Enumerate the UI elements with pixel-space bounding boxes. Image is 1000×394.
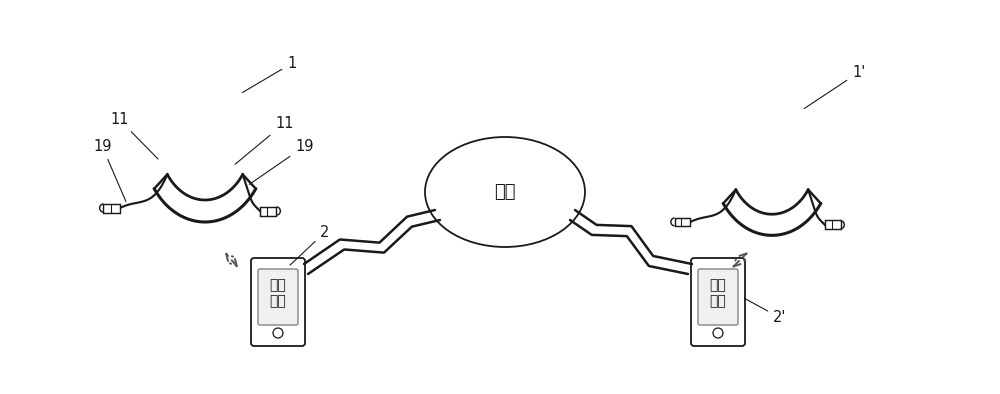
FancyBboxPatch shape: [691, 258, 745, 346]
Text: 2': 2': [744, 298, 786, 325]
Text: 2: 2: [290, 225, 329, 265]
Ellipse shape: [425, 137, 585, 247]
FancyBboxPatch shape: [251, 258, 305, 346]
Bar: [260, 206, 276, 216]
Circle shape: [273, 328, 283, 338]
FancyBboxPatch shape: [698, 269, 738, 325]
Text: 应用
程序: 应用 程序: [710, 278, 726, 308]
Text: 网络: 网络: [494, 183, 516, 201]
Bar: [825, 221, 841, 229]
Text: 11: 11: [235, 116, 294, 164]
Text: 应用
程序: 应用 程序: [270, 278, 286, 308]
Bar: [675, 217, 690, 226]
Text: 11: 11: [110, 112, 158, 159]
Text: 1': 1': [804, 65, 865, 108]
FancyBboxPatch shape: [258, 269, 298, 325]
Circle shape: [713, 328, 723, 338]
Text: 19: 19: [93, 139, 126, 201]
Bar: [103, 203, 120, 212]
Text: 19: 19: [249, 139, 314, 184]
Text: 1: 1: [242, 56, 296, 93]
